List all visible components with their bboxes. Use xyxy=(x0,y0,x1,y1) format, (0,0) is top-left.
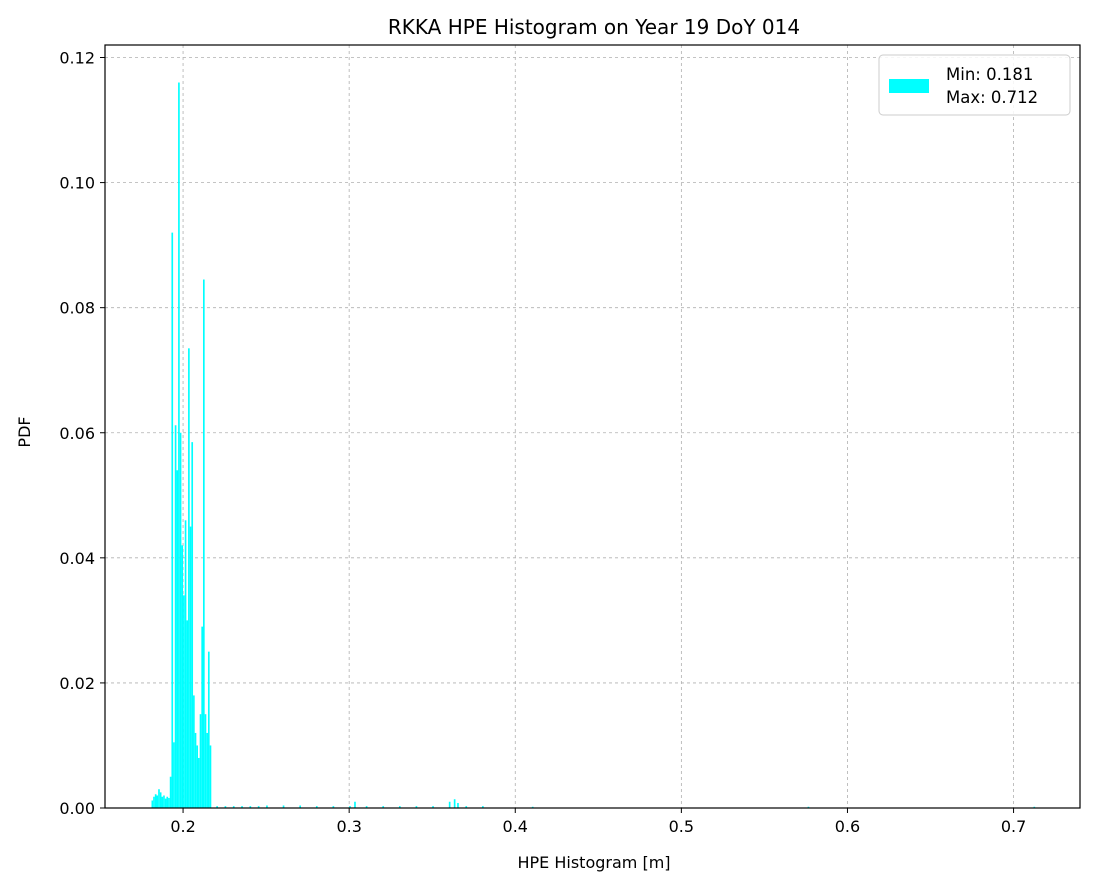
histogram-bar xyxy=(164,798,167,808)
histogram-bar xyxy=(204,714,207,808)
histogram-bar xyxy=(189,526,192,808)
histogram-bar xyxy=(193,695,195,808)
histogram-bar xyxy=(161,796,164,808)
histogram-bar xyxy=(354,801,356,808)
histogram-bar xyxy=(448,801,451,808)
x-tick-label: 0.3 xyxy=(336,817,361,836)
histogram-bar xyxy=(465,806,468,808)
histogram-bar xyxy=(159,792,162,808)
histogram-bar xyxy=(457,802,459,808)
histogram-bar xyxy=(201,626,203,808)
histogram-bar xyxy=(232,806,235,808)
histogram-bar xyxy=(174,425,177,808)
histogram-bar xyxy=(332,806,335,808)
histogram-bar xyxy=(184,520,187,808)
histogram-bar xyxy=(206,732,208,808)
histogram-bar xyxy=(178,82,180,808)
x-tick-label: 0.7 xyxy=(1001,817,1026,836)
histogram-bar xyxy=(151,800,154,808)
histogram-bar xyxy=(453,799,456,808)
y-axis-label: PDF xyxy=(15,416,34,447)
legend: Min: 0.181 Max: 0.712 xyxy=(878,54,1071,116)
histogram-bar xyxy=(158,789,160,808)
histogram-bar xyxy=(186,620,189,808)
plot-frame xyxy=(104,44,1081,809)
histogram-bar xyxy=(398,806,401,808)
y-tick-label: 0.06 xyxy=(59,424,95,443)
histogram-bar xyxy=(1033,806,1036,808)
histogram-bar xyxy=(216,806,218,808)
x-axis-label: HPE Histogram [m] xyxy=(517,853,670,872)
histogram-bar xyxy=(199,714,202,808)
histogram-bar xyxy=(183,595,185,808)
histogram-bar xyxy=(349,806,351,808)
histogram-bar xyxy=(432,806,434,808)
histogram-bar xyxy=(179,432,182,808)
histogram-bar xyxy=(191,442,194,808)
histogram-bar xyxy=(156,795,159,808)
histogram-bar xyxy=(154,794,157,808)
histogram-bar xyxy=(482,806,484,808)
y-tick-label: 0.04 xyxy=(59,549,95,568)
histogram-bar xyxy=(153,796,155,808)
histogram-bar xyxy=(365,806,368,808)
histogram-bar xyxy=(188,348,190,808)
histogram-bar xyxy=(249,806,252,808)
histogram-bar xyxy=(176,470,179,808)
histogram-bar xyxy=(163,795,165,808)
histogram-bar xyxy=(282,805,285,808)
x-tick-label: 0.6 xyxy=(835,817,860,836)
y-tick-label: 0.00 xyxy=(59,799,95,818)
legend-label-min: Min: 0.181 xyxy=(946,65,1033,84)
histogram-bar xyxy=(198,757,200,808)
histogram-bar xyxy=(196,745,199,808)
y-tick-label: 0.10 xyxy=(59,174,95,193)
histogram-bar xyxy=(207,651,210,808)
histogram-bar xyxy=(169,776,172,808)
histogram-bar xyxy=(209,745,212,808)
histogram-bar xyxy=(168,797,170,808)
histogram-bar xyxy=(807,806,810,808)
x-tick-label: 0.4 xyxy=(503,817,528,836)
histogram-bar xyxy=(266,805,268,808)
histogram-bar xyxy=(299,805,301,808)
y-axis-ticks: 0.00 0.02 0.04 0.06 0.08 0.10 0.12 xyxy=(59,49,105,818)
histogram-bar xyxy=(173,742,175,808)
histogram-bar xyxy=(241,806,243,808)
histogram-bar xyxy=(202,279,205,808)
legend-label-max: Max: 0.712 xyxy=(946,88,1038,107)
histogram-bar xyxy=(171,232,174,809)
histogram-bar xyxy=(315,806,318,808)
histogram-bar xyxy=(382,806,385,808)
histogram-bar xyxy=(224,806,227,808)
x-axis-ticks: 0.2 0.3 0.4 0.5 0.6 0.7 xyxy=(170,808,1026,836)
histogram-bar xyxy=(415,806,418,808)
histogram-bar xyxy=(194,732,197,808)
histogram-bar xyxy=(531,806,534,808)
y-tick-label: 0.12 xyxy=(59,49,95,68)
y-tick-label: 0.02 xyxy=(59,674,95,693)
legend-box xyxy=(878,54,1071,116)
x-tick-label: 0.2 xyxy=(170,817,195,836)
histogram-bar xyxy=(257,806,260,808)
histogram-bars xyxy=(151,82,1036,809)
chart-title: RKKA HPE Histogram on Year 19 DoY 014 xyxy=(388,15,800,39)
histogram-bar xyxy=(181,545,184,808)
x-tick-label: 0.5 xyxy=(669,817,694,836)
y-tick-label: 0.08 xyxy=(59,299,95,318)
histogram-bar xyxy=(166,796,169,808)
legend-swatch xyxy=(889,79,929,93)
